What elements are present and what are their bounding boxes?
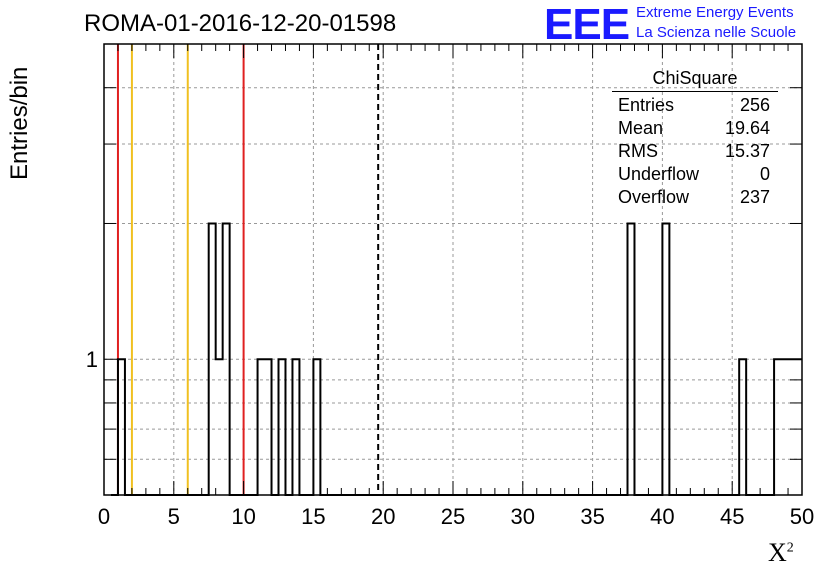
x-axis-label-base: X [768,538,787,567]
x-tick-label: 20 [371,504,395,529]
stats-label: Entries [618,95,675,115]
stats-row: Underflow 0 [612,163,778,186]
x-tick-label: 30 [511,504,535,529]
x-tick-label: 5 [168,504,180,529]
y-tick-label: 1 [86,347,98,372]
histogram-outline [110,222,802,496]
logo-line-2: La Scienza nelle Scuole [636,24,797,41]
stats-value: 256 [739,95,770,115]
stats-label: Overflow [618,187,690,207]
logo-mark: EEE [544,0,630,49]
chart-title: ROMA-01-2016-12-20-01598 [84,10,397,37]
stats-value: 237 [739,187,770,207]
stats-label: Mean [618,118,664,138]
stats-row: Overflow 237 [612,186,778,209]
y-axis-label: Entries/bin [6,66,33,180]
x-tick-label: 50 [790,504,814,529]
x-tick-label: 0 [98,504,110,529]
x-tick-label: 25 [441,504,465,529]
stats-value: 0 [759,164,770,184]
stats-title: ChiSquare [612,68,778,92]
stats-label: RMS [618,141,658,161]
axis-tick-labels: 0 5 10 15 20 25 30 35 40 45 50 1 [86,347,814,529]
grid-lines [104,44,802,495]
stats-row: Entries 256 [612,94,778,117]
stats-value: 15.37 [724,141,770,161]
x-tick-label: 15 [301,504,325,529]
x-axis-label-superscript: 2 [786,540,794,556]
x-axis-label: X2 [768,538,794,568]
stats-value: 19.64 [724,118,770,138]
logo-line-1: Extreme Energy Events [636,4,794,21]
stats-row: RMS 15.37 [612,140,778,163]
x-tick-label: 45 [720,504,744,529]
x-tick-label: 10 [231,504,255,529]
stats-row: Mean 19.64 [612,117,778,140]
x-tick-label: 35 [580,504,604,529]
stats-label: Underflow [618,164,700,184]
axis-ticks [103,44,803,495]
stats-box: ChiSquare Entries 256 Mean 19.64 RMS 15.37 … [612,68,778,209]
x-tick-label: 40 [650,504,674,529]
reference-lines [116,44,380,495]
